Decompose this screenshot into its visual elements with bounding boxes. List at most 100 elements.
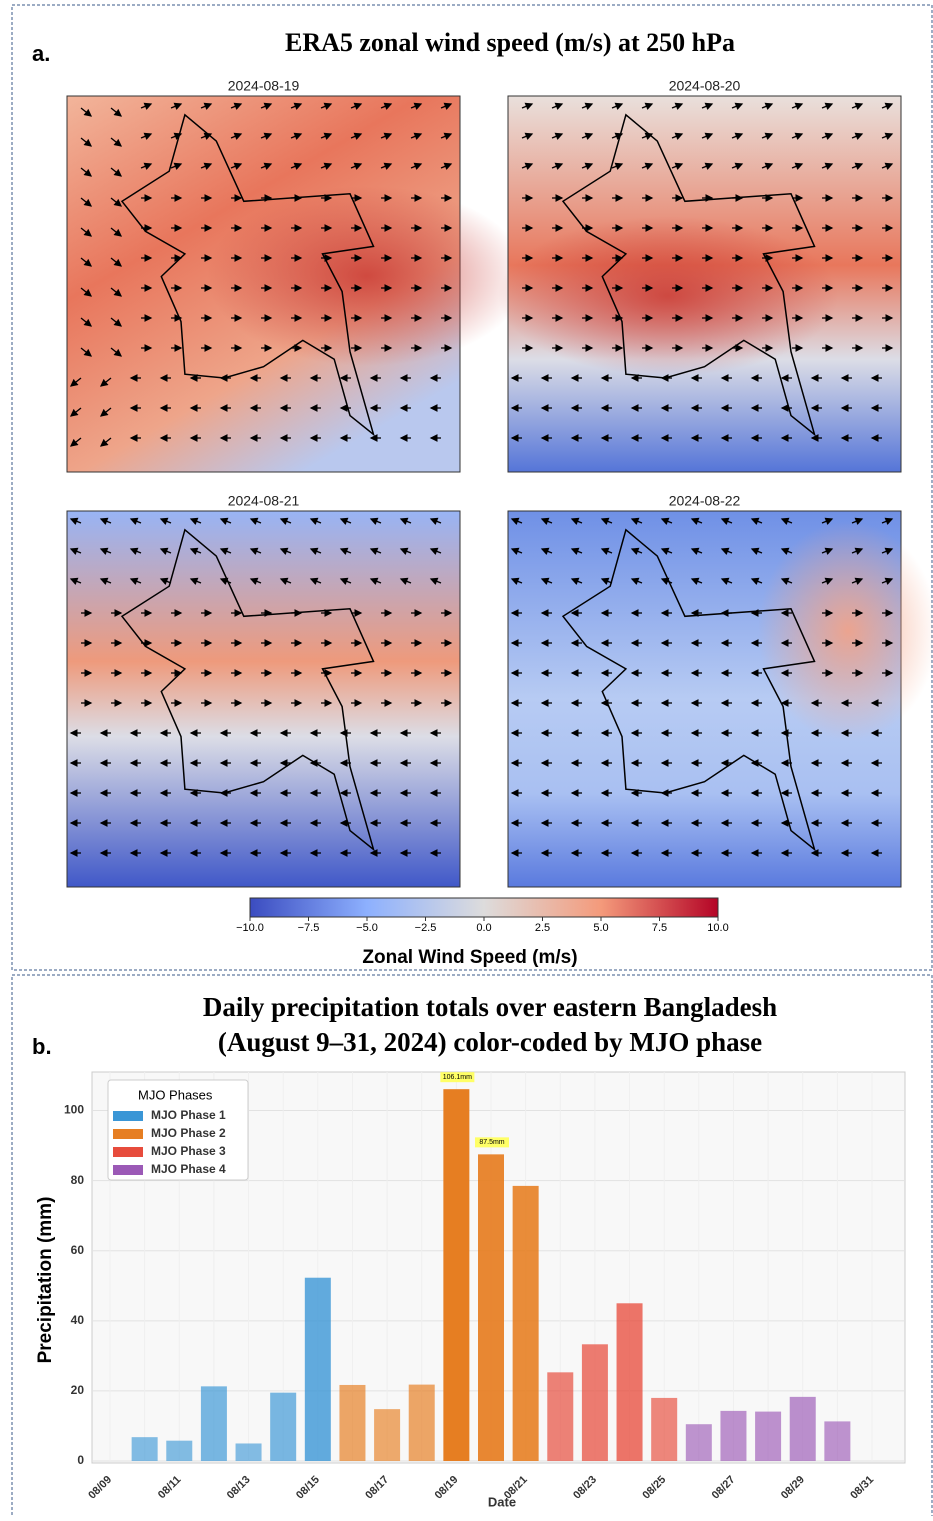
wind-arrow [720,547,733,556]
wind-arrow [309,517,322,526]
wind-arrow [821,547,834,556]
legend-swatch [113,1129,143,1139]
wind-arrow [510,517,523,526]
wind-arrow [309,547,322,556]
wind-arrow [611,162,624,171]
wind-arrow [249,517,262,526]
colorbar-tick-label: 7.5 [652,922,667,934]
wind-arrow [630,547,643,556]
wind-arrow [881,162,894,171]
legend-swatch [113,1111,143,1121]
wind-arrow [881,577,894,586]
wind-arrow [69,407,82,417]
wind-arrow [791,132,804,141]
wind-arrow [170,132,183,141]
bar [547,1372,574,1461]
wind-arrow [399,517,412,526]
country-outline [561,528,816,852]
wind-arrow [129,577,142,586]
wind-arrow [881,547,894,556]
map-core [207,186,527,366]
wind-arrow [99,407,112,417]
wind-arrow [230,132,243,141]
bar [824,1421,851,1461]
panel-a-frame [11,4,933,971]
bar [755,1411,782,1461]
wind-arrow [731,162,744,171]
wind-arrow [80,257,93,267]
wind-arrow [851,102,864,111]
wind-arrow [80,107,93,117]
wind-arrow [80,137,93,147]
wind-arrow [690,517,703,526]
wind-arrow [440,132,453,141]
y-tick-label: 40 [71,1313,85,1327]
wind-arrow [851,132,864,141]
wind-arrow [410,162,423,171]
wind-arrow [110,167,123,177]
wind-arrow [350,162,363,171]
wind-arrow [660,547,673,556]
wind-arrow [230,102,243,111]
wind-arrow [791,162,804,171]
wind-arrow [701,132,714,141]
wind-arrow [690,577,703,586]
value-label-bg [440,1072,475,1083]
wind-arrow [671,102,684,111]
wind-arrow [380,102,393,111]
bar [166,1440,193,1461]
bar [685,1424,712,1461]
y-tick-label: 0 [77,1453,84,1467]
wind-arrow [881,517,894,526]
wind-arrow [600,517,613,526]
wind-arrow [611,102,624,111]
wind-arrow [80,347,93,357]
y-tick-label: 60 [71,1243,85,1257]
wind-arrow [630,577,643,586]
map-title: 2024-08-22 [669,493,741,509]
wind-arrow [129,517,142,526]
legend-swatch [113,1165,143,1175]
wind-arrow [369,577,382,586]
colorbar [249,897,719,918]
wind-arrow [761,132,774,141]
wind-arrow [881,102,894,111]
wind-arrow [851,547,864,556]
wind-arrow [189,577,202,586]
wind-arrow [761,102,774,111]
wind-arrow [69,377,82,387]
wind-arrow [219,547,232,556]
wind-arrow [279,517,292,526]
wind-arrow [429,517,442,526]
wind-arrow [140,102,153,111]
wind-arrow [510,577,523,586]
wind-arrow [581,102,594,111]
colorbar-tick-label: 10.0 [707,922,728,934]
chart-title: (August 9–31, 2024) color-coded by MJO p… [218,1027,762,1057]
map-core [498,216,838,376]
colorbar-tick-label: 0.0 [476,922,491,934]
wind-arrow [521,132,534,141]
wind-arrow [279,577,292,586]
wind-arrow [129,547,142,556]
wind-arrow [380,162,393,171]
legend-label: MJO Phase 1 [151,1108,226,1122]
x-tick-label: 08/29 [779,1474,807,1502]
wind-arrow [641,132,654,141]
wind-arrow [80,197,93,207]
wind-arrow [320,132,333,141]
wind-arrow [570,547,583,556]
wind-arrow [189,547,202,556]
wind-arrow [110,257,123,267]
wind-arrow [200,132,213,141]
bar [374,1409,401,1461]
x-tick-label: 08/25 [640,1474,668,1502]
x-tick-label: 08/11 [156,1474,184,1502]
wind-arrow [780,517,793,526]
bar [200,1386,227,1461]
wind-arrow [260,102,273,111]
wind-arrow [611,132,624,141]
wind-arrow [731,132,744,141]
wind-arrow [690,547,703,556]
